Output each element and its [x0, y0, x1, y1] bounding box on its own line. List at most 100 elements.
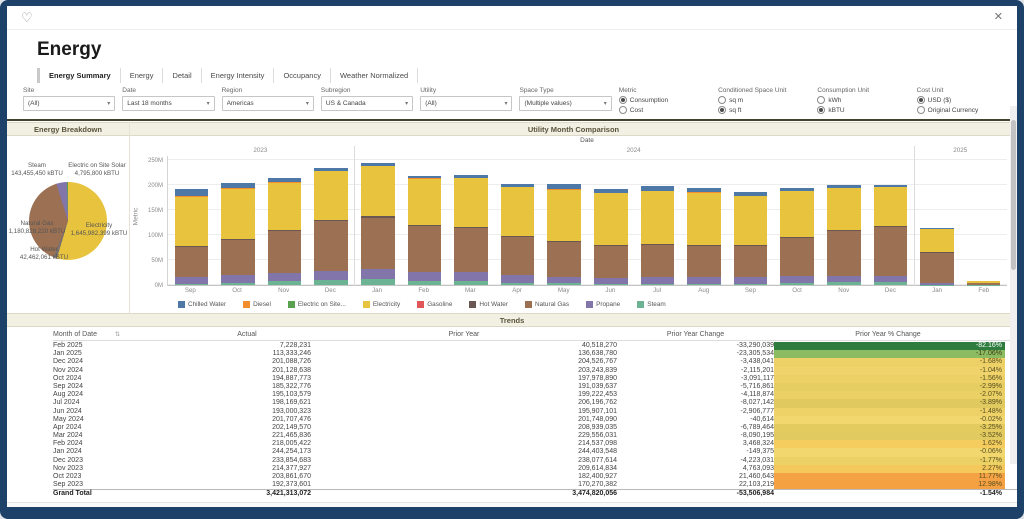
bar-sep-2024[interactable] — [727, 156, 774, 286]
radio-option-sq-m[interactable]: sq m — [718, 96, 810, 104]
stacked-bar[interactable] — [500, 184, 535, 286]
bar-segment-steam[interactable] — [640, 283, 675, 286]
table-row-aug-2024[interactable]: Aug 2024 195,103,579 199,222,453 -4,118,874… — [53, 391, 1017, 400]
table-row-sep-2024[interactable]: Sep 2024 185,322,776 191,039,637 -5,716,861… — [53, 382, 1017, 392]
bar-segment-electricity[interactable] — [780, 191, 814, 238]
bar-segment-chilled-water[interactable] — [500, 184, 535, 187]
bar-segment-steam[interactable] — [174, 283, 209, 286]
bar-segment-diesel[interactable] — [360, 165, 395, 167]
bar-segment-chilled-water[interactable] — [314, 168, 348, 171]
filter-dropdown-site[interactable]: (All) ▾ — [23, 96, 116, 111]
bar-segment-propane[interactable] — [873, 276, 908, 283]
table-row-oct-2024[interactable]: Oct 2024 194,887,773 197,978,890 -3,091,117… — [53, 374, 1017, 383]
tab-detail[interactable]: Detail — [163, 68, 202, 83]
radio-option-cost[interactable]: Cost — [618, 106, 711, 114]
stacked-bar[interactable] — [221, 183, 255, 286]
bar-segment-natural-gas[interactable] — [407, 226, 442, 272]
bar-jan-2025[interactable] — [914, 156, 961, 286]
legend-item-hot-water[interactable]: Hot Water — [469, 301, 508, 308]
table-row-mar-2024[interactable]: Mar 2024 221,465,836 229,556,031 -8,090,195… — [53, 432, 1017, 441]
table-row-grand-total[interactable]: Grand Total 3,421,313,072 3,474,820,056 -53… — [53, 489, 1017, 498]
bar-segment-propane[interactable] — [827, 276, 861, 283]
bar-segment-natural-gas[interactable] — [360, 217, 395, 270]
bar-segment-natural-gas[interactable] — [687, 245, 721, 278]
bar-dec-2024[interactable] — [867, 156, 914, 286]
bar-segment-electricity[interactable] — [174, 196, 209, 247]
bar-segment-hot-water[interactable] — [733, 244, 768, 246]
bar-segment-electricity[interactable] — [360, 166, 395, 217]
bar-may-2024[interactable] — [541, 156, 588, 286]
bar-segment-natural-gas[interactable] — [174, 247, 209, 277]
filter-dropdown-utility[interactable]: (All) ▾ — [420, 96, 513, 111]
bar-oct-2023[interactable] — [215, 156, 262, 286]
bar-segment-chilled-water[interactable] — [687, 187, 721, 193]
bar-segment-diesel[interactable] — [640, 190, 675, 192]
bar-segment-natural-gas[interactable] — [454, 228, 488, 273]
bar-segment-propane[interactable] — [454, 272, 488, 282]
bar-segment-chilled-water[interactable] — [780, 187, 814, 191]
stacked-bar[interactable] — [780, 187, 814, 286]
stacked-bar[interactable] — [733, 192, 768, 286]
bar-segment-diesel[interactable] — [594, 192, 628, 194]
bar-segment-diesel[interactable] — [267, 181, 302, 183]
bar-segment-propane[interactable] — [267, 272, 302, 282]
bar-segment-hot-water[interactable] — [827, 229, 861, 231]
bar-nov-2024[interactable] — [821, 156, 868, 286]
radio-option-consumption[interactable]: Consumption — [618, 96, 711, 104]
legend-item-gasoline[interactable]: Gasoline — [417, 301, 452, 308]
bar-segment-chilled-water[interactable] — [547, 184, 581, 190]
legend-item-electricity[interactable]: Electricity — [362, 301, 400, 308]
bar-segment-electricity[interactable] — [407, 178, 442, 226]
bar-segment-steam[interactable] — [827, 282, 861, 286]
legend-item-steam[interactable]: Steam — [637, 301, 666, 308]
energy-breakdown-pie-chart[interactable] — [29, 182, 107, 260]
bar-segment-natural-gas[interactable] — [594, 245, 628, 278]
bar-segment-steam[interactable] — [733, 283, 768, 286]
table-row-jun-2024[interactable]: Jun 2024 193,000,323 195,907,101 -2,906,777… — [53, 407, 1017, 416]
legend-item-diesel[interactable]: Diesel — [243, 301, 271, 308]
bar-segment-propane[interactable] — [640, 276, 675, 284]
bar-segment-chilled-water[interactable] — [221, 183, 255, 188]
stacked-bar[interactable] — [827, 184, 861, 286]
bar-sep-2023[interactable] — [168, 156, 215, 286]
bar-segment-steam[interactable] — [314, 280, 348, 286]
legend-item-electric-on-site[interactable]: Electric on Site... — [287, 301, 346, 308]
bar-segment-electricity[interactable] — [966, 281, 1001, 284]
bar-segment-chilled-water[interactable] — [733, 192, 768, 196]
bar-segment-hot-water[interactable] — [873, 225, 908, 227]
bar-segment-electricity[interactable] — [500, 187, 535, 236]
bar-segment-chilled-water[interactable] — [407, 176, 442, 179]
bar-segment-natural-gas[interactable] — [547, 241, 581, 277]
table-row-sep-2023[interactable]: Sep 2023 192,373,601 170,270,382 22,103,219… — [53, 481, 1017, 490]
bar-segment-hot-water[interactable] — [454, 227, 488, 229]
bar-segment-propane[interactable] — [221, 275, 255, 283]
radio-option-kwh[interactable]: kWh — [817, 96, 909, 104]
bar-segment-steam[interactable] — [221, 282, 255, 286]
favorite-icon[interactable]: ♡ — [21, 10, 33, 25]
column-header-prior-year-change[interactable]: Prior Year Change — [617, 329, 774, 341]
bar-segment-propane[interactable] — [920, 282, 954, 285]
bar-segment-chilled-water[interactable] — [267, 178, 302, 182]
bar-nov-2023[interactable] — [261, 156, 308, 286]
table-row-oct-2023[interactable]: Oct 2023 203,861,670 182,400,927 21,460,643… — [53, 473, 1017, 482]
bar-segment-hot-water[interactable] — [500, 235, 535, 237]
bar-segment-diesel[interactable] — [687, 192, 721, 193]
bar-segment-steam[interactable] — [360, 278, 395, 286]
bar-segment-chilled-water[interactable] — [827, 184, 861, 188]
table-row-dec-2023[interactable]: Dec 2023 233,854,683 238,077,614 -4,223,031… — [53, 456, 1017, 465]
close-icon[interactable]: ✕ — [993, 11, 1003, 23]
bar-segment-propane[interactable] — [594, 277, 628, 284]
bar-segment-natural-gas[interactable] — [221, 239, 255, 276]
filter-dropdown-date[interactable]: Last 18 months ▾ — [122, 96, 215, 111]
scrollbar-thumb[interactable] — [1011, 120, 1016, 270]
filter-dropdown-space-type[interactable]: (Multiple values) ▾ — [519, 96, 612, 111]
bar-segment-hot-water[interactable] — [360, 216, 395, 218]
stacked-bar[interactable] — [640, 186, 675, 286]
table-row-nov-2023[interactable]: Nov 2023 214,377,927 209,614,834 4,763,093 2… — [53, 464, 1017, 474]
stacked-bar[interactable] — [920, 228, 954, 286]
bar-segment-chilled-water[interactable] — [454, 174, 488, 178]
tab-energy[interactable]: Energy — [120, 68, 164, 83]
bar-segment-hot-water[interactable] — [780, 237, 814, 239]
stacked-bar[interactable] — [966, 281, 1001, 286]
radio-option-kbtu[interactable]: kBTU — [817, 106, 909, 114]
